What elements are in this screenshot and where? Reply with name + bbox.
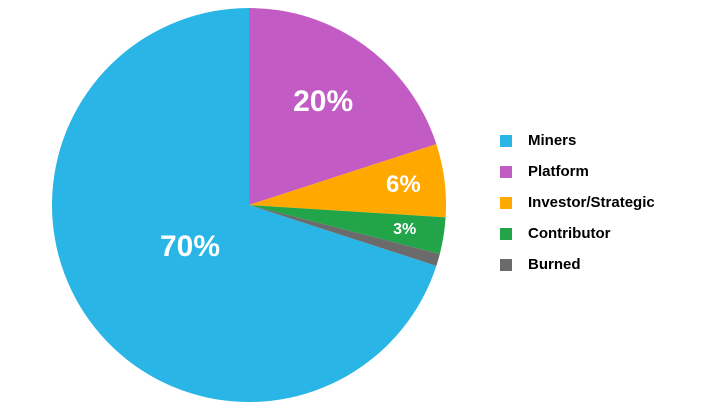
pie-slice	[51, 8, 437, 403]
pie-slice	[249, 205, 440, 266]
pie-slice	[249, 144, 447, 218]
legend-label: Contributor	[528, 225, 611, 242]
value-label: 6%	[386, 171, 421, 198]
legend-swatch	[500, 197, 512, 209]
legend-label: Burned	[528, 256, 581, 273]
legend-label: Investor/Strategic	[528, 194, 655, 211]
value-label: 70%	[160, 230, 220, 263]
value-label: 3%	[393, 221, 416, 238]
pie-slice	[249, 8, 437, 205]
legend-label: Miners	[528, 132, 576, 149]
legend-swatch	[500, 166, 512, 178]
value-label: 20%	[293, 85, 353, 118]
legend-swatch	[500, 259, 512, 271]
pie-slice	[249, 205, 446, 254]
legend-label: Platform	[528, 163, 589, 180]
legend-swatch	[500, 135, 512, 147]
legend-swatch	[500, 228, 512, 240]
